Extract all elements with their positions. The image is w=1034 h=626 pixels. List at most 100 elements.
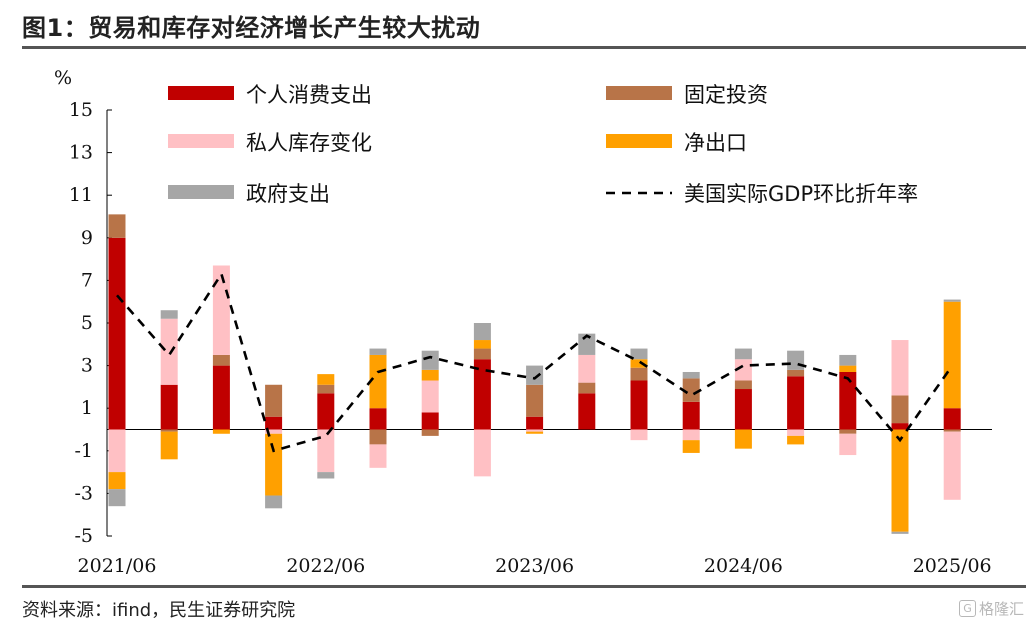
x-tick-label: 2021/06 <box>78 555 157 577</box>
bar-segment <box>839 354 857 366</box>
bar-segment <box>160 384 178 430</box>
bar-segment <box>421 369 439 381</box>
watermark: G 格隆汇 <box>958 598 1024 619</box>
legend-swatch <box>168 134 234 148</box>
bar-segment <box>526 384 544 417</box>
bar-segment <box>630 359 648 368</box>
bar-segment <box>839 371 857 430</box>
bar-segment <box>473 340 491 349</box>
bar-segment <box>473 348 491 360</box>
bar-segment <box>578 393 596 430</box>
chart-title: 图1：贸易和库存对经济增长产生较大扰动 <box>22 14 481 42</box>
bar-segment <box>578 354 596 383</box>
bar-segment <box>526 429 544 432</box>
legend-label: 美国实际GDP环比折年率 <box>684 182 918 206</box>
legend-label: 固定投资 <box>684 83 768 107</box>
bar-segment <box>473 323 491 341</box>
bar-segment <box>943 299 961 302</box>
bar-segment <box>787 376 805 430</box>
bar-segment <box>265 495 283 509</box>
bar-segment <box>787 435 805 445</box>
bar-segment <box>212 429 230 434</box>
bar-segment <box>108 429 126 473</box>
bar-segment <box>317 429 335 473</box>
bar-segment <box>421 350 439 370</box>
bar-segment <box>265 416 283 430</box>
bar-segment <box>108 489 126 507</box>
gdp-growth-line <box>116 270 954 453</box>
bar-segment <box>943 301 961 409</box>
bar-segment <box>839 365 857 372</box>
y-tick-label: -1 <box>74 440 93 462</box>
bar-segment <box>160 429 178 432</box>
bar-segment <box>317 472 335 479</box>
bar-segment <box>891 531 909 534</box>
legend-label: 政府支出 <box>246 182 330 206</box>
x-tick-label: 2022/06 <box>286 555 365 577</box>
bar-segment <box>265 433 283 496</box>
bar-segment <box>212 354 230 366</box>
bar-segment <box>787 350 805 370</box>
watermark-logo-icon: G <box>958 600 976 617</box>
bar-segment <box>108 237 126 430</box>
legend-label: 个人消费支出 <box>246 83 372 107</box>
legend-label: 私人库存变化 <box>246 131 372 155</box>
bar-segment <box>421 380 439 413</box>
bar-segment <box>160 310 178 319</box>
gdp-line <box>116 270 954 453</box>
bar-segment <box>787 369 805 377</box>
bar-segment <box>630 380 648 430</box>
bar-segment <box>526 431 544 434</box>
bar-segment <box>212 265 230 355</box>
legend-swatch <box>606 86 672 100</box>
bar-segment <box>682 440 700 453</box>
source-rule <box>22 585 1026 588</box>
bar-segment <box>108 214 126 238</box>
source-note: 资料来源：ifind，民生证券研究院 <box>22 600 296 621</box>
bar-segment <box>682 371 700 379</box>
bar-segment <box>317 374 335 385</box>
y-tick-label: 11 <box>69 184 93 206</box>
y-tick-label: 15 <box>69 99 93 121</box>
bar-segment <box>734 389 752 430</box>
bar-segment <box>369 354 387 409</box>
bar-segment <box>265 429 283 434</box>
y-tick-label: 9 <box>81 227 93 249</box>
y-tick-label: 7 <box>81 269 93 291</box>
bar-segment <box>317 393 335 430</box>
bar-segment <box>891 423 909 430</box>
bar-segment <box>943 408 961 430</box>
bar-segment <box>473 429 491 477</box>
bar-segment <box>839 429 857 434</box>
bar-segment <box>212 365 230 430</box>
bar-segment <box>160 318 178 385</box>
y-tick-label: -3 <box>74 482 93 504</box>
bar-segment <box>943 429 961 432</box>
legend-swatch <box>606 134 672 148</box>
bar-segment <box>421 429 439 436</box>
bar-segment <box>839 433 857 456</box>
bar-segment <box>891 429 909 532</box>
x-tick-label: 2024/06 <box>704 555 783 577</box>
legend-swatch <box>168 86 234 100</box>
bar-segment <box>265 384 283 417</box>
bar-segment <box>891 395 909 424</box>
bar-segment <box>630 348 648 360</box>
legend-swatch <box>168 185 234 199</box>
bar-segment <box>787 429 805 436</box>
title-rule <box>22 46 1026 49</box>
watermark-text: 格隆汇 <box>978 600 1024 618</box>
bar-segment <box>317 384 335 394</box>
bar-segment <box>682 429 700 441</box>
bar-segment <box>734 429 752 449</box>
y-tick-label: 1 <box>81 397 93 419</box>
bar-segment <box>473 359 491 430</box>
bar-segment <box>578 333 596 355</box>
bar-segment <box>891 340 909 396</box>
bar-segment <box>421 412 439 430</box>
bar-segment <box>526 416 544 430</box>
bar-segment <box>630 367 648 381</box>
bar-segment <box>734 359 752 381</box>
